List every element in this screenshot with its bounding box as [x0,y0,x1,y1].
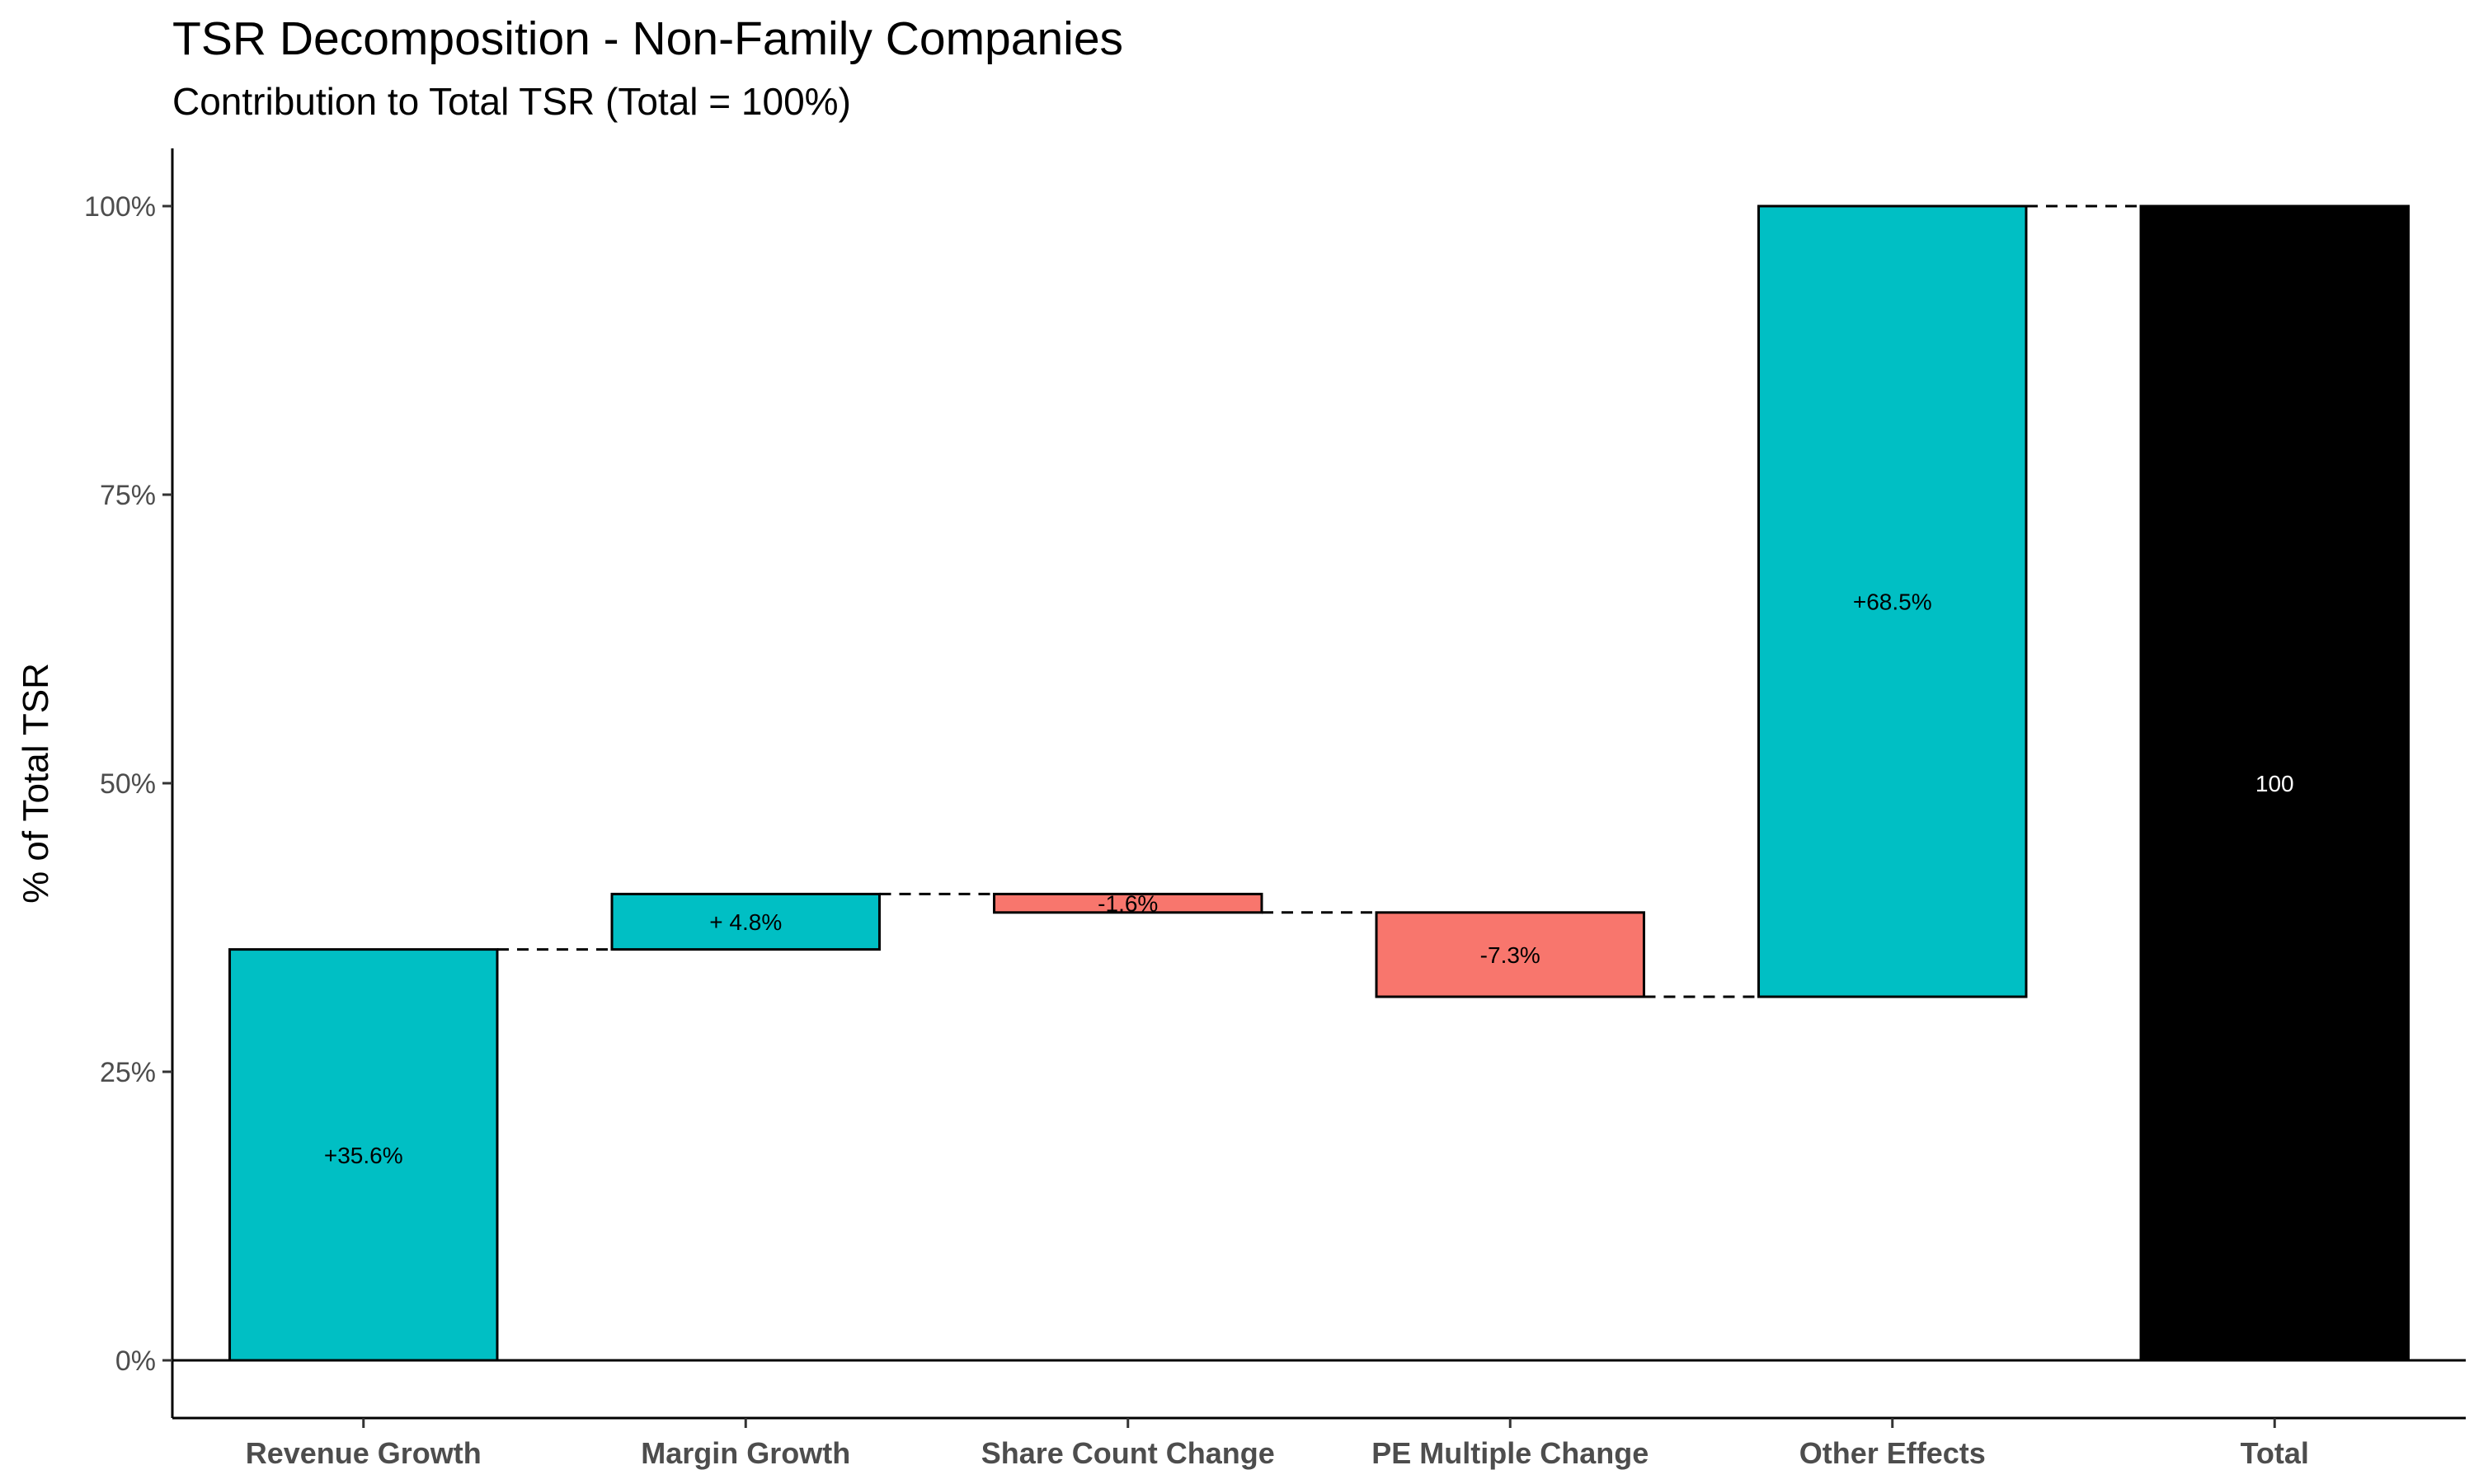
bar-label: + 4.8% [709,909,782,935]
bar-label: -1.6% [1098,891,1158,917]
x-tick-label: PE Multiple Change [1371,1436,1649,1470]
bar-label: +68.5% [1853,589,1932,615]
y-tick-label: 50% [100,768,156,800]
bar [1375,911,1645,998]
x-tick-label: Other Effects [1799,1436,1986,1470]
y-tick-label: 25% [100,1057,156,1088]
bar [1757,204,2028,998]
bar-label: -7.3% [1480,942,1540,968]
bar-labels: +35.6% + 4.8% -1.6% -7.3% +68.5% 100 [324,589,2294,1168]
axis-ticks: 0% 25% 50% 75% 100% Revenue Growth Margin Grow… [84,191,2309,1470]
x-tick-label: Revenue Growth [246,1436,482,1470]
y-tick-label: 0% [115,1345,156,1377]
bar-label: 100 [2255,771,2294,796]
axes [171,148,2466,1420]
chart-subtitle: Contribution to Total TSR (Total = 100%) [172,80,851,123]
bar-label: +35.6% [324,1143,403,1168]
y-tick-label: 100% [84,191,156,223]
bar [228,948,499,1362]
x-tick-label: Total [2241,1436,2309,1470]
x-tick-label: Margin Growth [641,1436,850,1470]
bars [228,204,2410,1362]
y-tick-label: 75% [100,480,156,511]
y-axis-title: % of Total TSR [16,663,56,904]
bar [993,892,1263,914]
bar [610,892,881,951]
bar [2139,204,2410,1362]
x-tick-label: Share Count Change [981,1436,1275,1470]
chart-title: TSR Decomposition - Non-Family Companies [172,12,1124,65]
